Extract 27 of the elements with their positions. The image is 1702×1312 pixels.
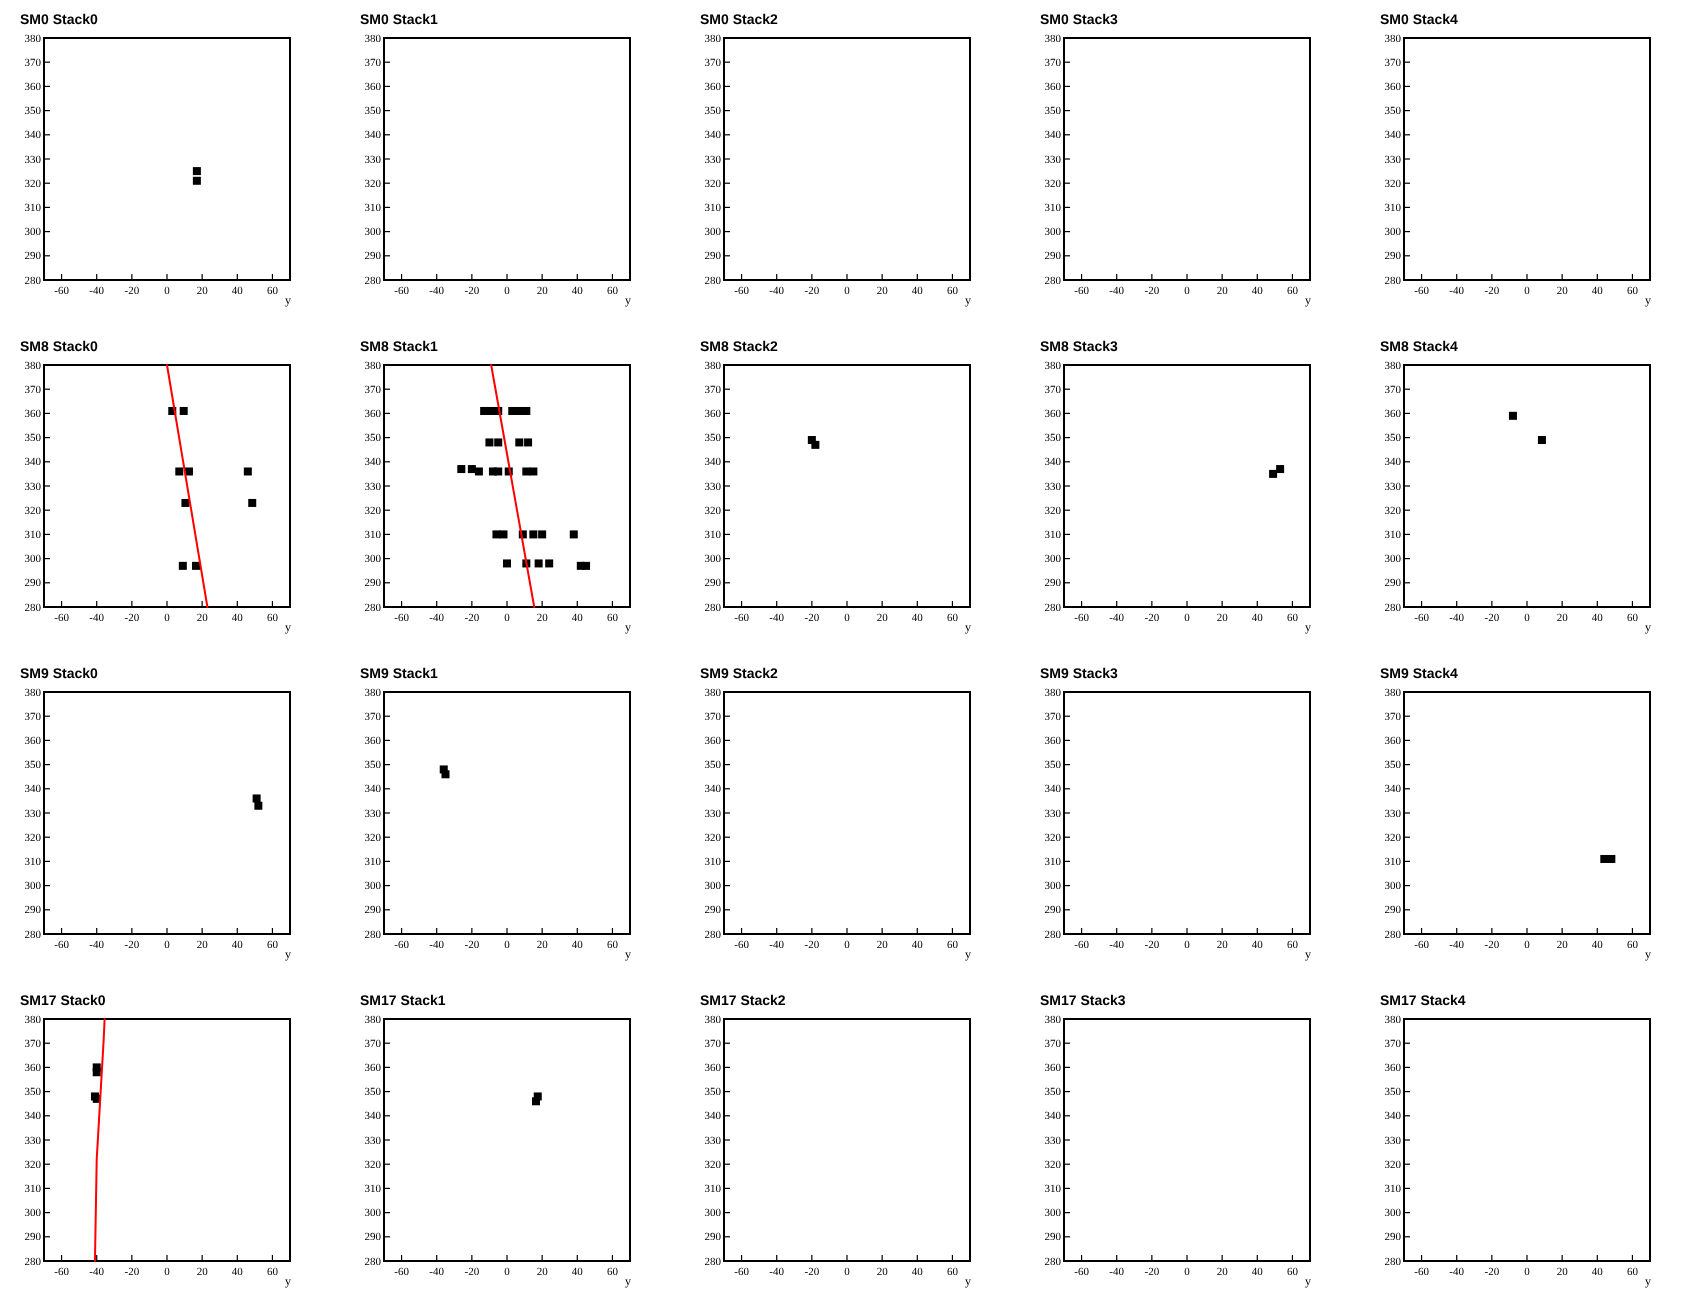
point [582, 561, 591, 570]
point [179, 406, 188, 415]
point [499, 530, 508, 539]
point [175, 467, 184, 476]
point [243, 467, 252, 476]
point [181, 498, 190, 507]
point [485, 438, 494, 447]
point [545, 559, 554, 568]
point [191, 561, 200, 570]
point [184, 467, 193, 476]
point [503, 559, 511, 568]
point [515, 438, 524, 447]
point [522, 406, 531, 415]
line-series [93, 1018, 106, 1262]
point [457, 465, 466, 474]
point [534, 559, 543, 568]
point [529, 467, 538, 476]
point [178, 561, 187, 570]
point [529, 530, 538, 539]
point [474, 467, 483, 476]
point [494, 438, 503, 447]
point [248, 498, 257, 507]
point [467, 465, 476, 474]
point [538, 530, 547, 539]
point [569, 530, 578, 539]
point [524, 438, 533, 447]
point [494, 467, 503, 476]
